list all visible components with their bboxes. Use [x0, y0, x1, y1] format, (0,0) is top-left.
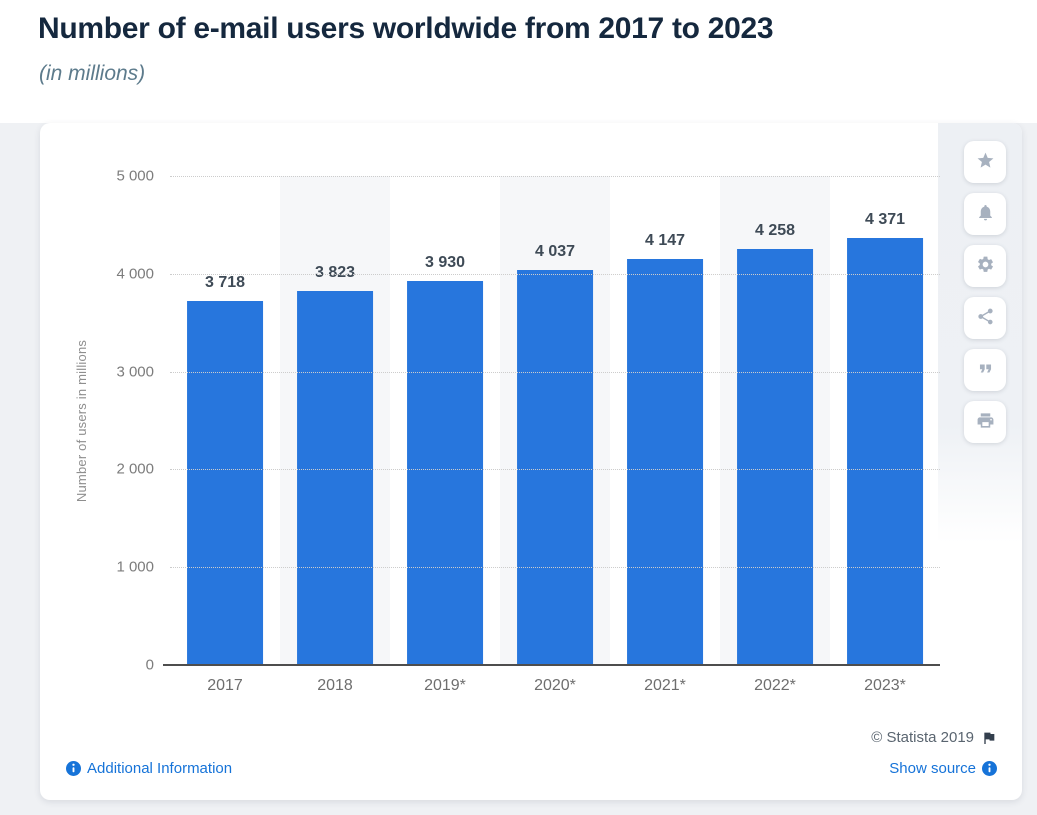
show-source-link[interactable]: Show source — [889, 760, 997, 777]
copyright-text: © Statista 2019 — [871, 729, 974, 746]
gridline-4000 — [170, 273, 940, 275]
bar-value-label: 3 718 — [204, 274, 246, 292]
settings-button[interactable] — [964, 245, 1006, 287]
bar-value-label: 4 371 — [864, 210, 906, 228]
bar-2019*[interactable] — [407, 280, 483, 665]
y-tick-label: 2 000 — [116, 460, 154, 478]
share-icon — [976, 307, 995, 329]
alerts-button[interactable] — [964, 193, 1006, 235]
bar-value-label: 4 147 — [644, 232, 686, 250]
additional-information-link[interactable]: Additional Information — [66, 760, 232, 777]
page-header: Number of e-mail users worldwide from 20… — [0, 0, 1037, 123]
x-tick-label: 2018 — [317, 677, 353, 694]
bar-2023*[interactable] — [847, 237, 923, 665]
chart-column-2021*: 4 147 2021* — [610, 176, 720, 694]
bar-value-label: 4 258 — [754, 221, 796, 239]
print-button[interactable] — [964, 401, 1006, 443]
chart-column-2022*: 4 258 2022* — [720, 176, 830, 694]
gridline-3000 — [170, 371, 940, 373]
bar-value-label: 4 037 — [534, 243, 576, 261]
x-tick-label: 2022* — [754, 677, 796, 694]
gridline-5000 — [170, 176, 940, 177]
chart-card: 3 718 2017 3 823 2018 3 930 2019* 4 037 2020* 4 … — [40, 123, 1022, 800]
share-button[interactable] — [964, 297, 1006, 339]
page-subtitle: (in millions) — [39, 62, 146, 85]
flag-icon[interactable] — [981, 730, 997, 746]
bar-2018[interactable] — [297, 291, 373, 665]
info-icon — [982, 761, 997, 776]
x-tick-label: 2017 — [207, 677, 243, 694]
bar-2022*[interactable] — [737, 248, 813, 665]
favorite-button[interactable] — [964, 141, 1006, 183]
chart-column-2020*: 4 037 2020* — [500, 176, 610, 694]
footer-links: Additional Information Show source — [66, 760, 997, 777]
page-title: Number of e-mail users worldwide from 20… — [38, 12, 774, 45]
bar-2021*[interactable] — [627, 259, 703, 665]
chart-column-2019*: 3 930 2019* — [390, 176, 500, 694]
bar-2017[interactable] — [187, 301, 263, 665]
y-tick-label: 5 000 — [116, 167, 154, 185]
star-icon — [976, 151, 995, 173]
plot-area: 3 718 2017 3 823 2018 3 930 2019* 4 037 2020* 4 … — [74, 168, 940, 694]
chart-column-2018: 3 823 2018 — [280, 176, 390, 694]
bar-2020*[interactable] — [517, 270, 593, 665]
x-tick-label: 2020* — [534, 677, 576, 694]
show-source-label: Show source — [889, 760, 976, 777]
copyright: © Statista 2019 — [871, 729, 997, 746]
x-axis-line — [163, 664, 940, 666]
additional-information-label: Additional Information — [87, 760, 233, 777]
bar-value-label: 3 823 — [314, 264, 356, 282]
cite-button[interactable] — [964, 349, 1006, 391]
y-tick-label: 1 000 — [116, 558, 154, 576]
y-tick-label: 3 000 — [116, 363, 154, 381]
x-tick-label: 2019* — [424, 677, 466, 694]
info-icon — [66, 761, 81, 776]
bar-value-label: 3 930 — [424, 253, 466, 271]
gear-icon — [976, 255, 995, 277]
y-tick-label: 4 000 — [116, 265, 154, 283]
quote-icon — [976, 359, 995, 381]
bell-icon — [976, 203, 995, 225]
toolbar — [964, 141, 1006, 443]
chart-column-2023*: 4 371 2023* — [830, 176, 940, 694]
chart-column-2017: 3 718 2017 — [170, 176, 280, 694]
printer-icon — [976, 411, 995, 433]
x-tick-label: 2021* — [644, 677, 686, 694]
gridline-1000 — [170, 567, 940, 569]
gridline-2000 — [170, 469, 940, 471]
plot-columns: 3 718 2017 3 823 2018 3 930 2019* 4 037 2020* 4 … — [170, 176, 940, 694]
y-axis-title: Number of users in millions — [74, 339, 89, 502]
x-tick-label: 2023* — [864, 677, 906, 694]
y-tick-label: 0 — [145, 656, 154, 674]
